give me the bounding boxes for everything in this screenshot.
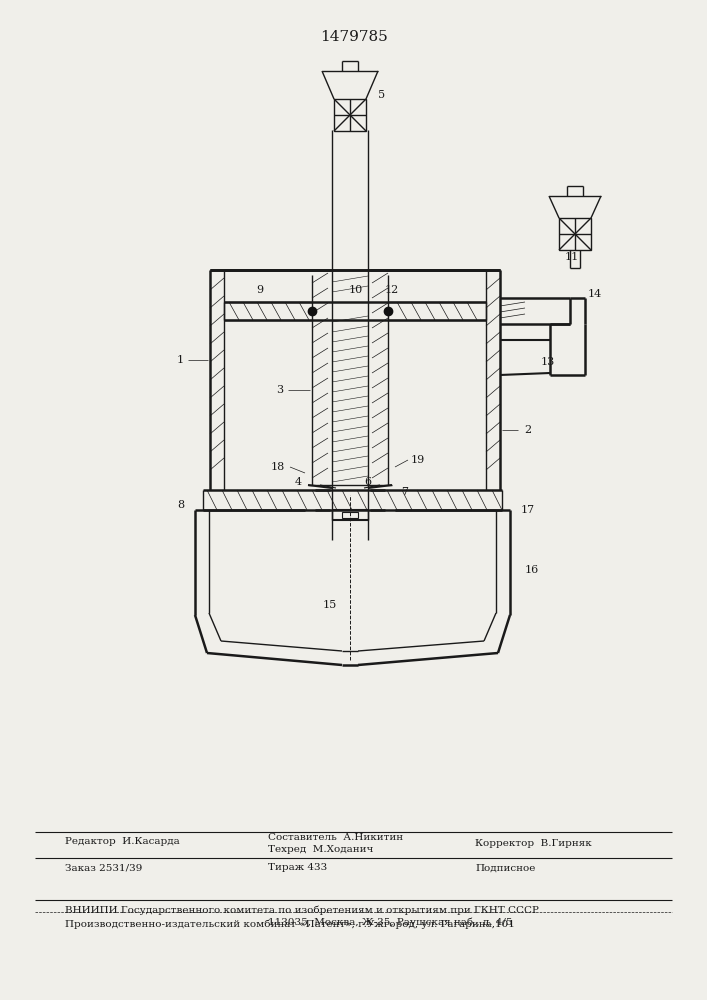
Text: Корректор  В.Гирняк: Корректор В.Гирняк <box>475 840 592 848</box>
Text: 113035, Москва, Ж-35, Раушская наб., д. 4/5: 113035, Москва, Ж-35, Раушская наб., д. … <box>268 917 513 927</box>
Text: 3: 3 <box>276 385 284 395</box>
Text: 12: 12 <box>385 285 399 295</box>
Text: 16: 16 <box>525 565 539 575</box>
Text: 6: 6 <box>364 477 372 487</box>
Text: Редактор  И.Касарда: Редактор И.Касарда <box>65 838 180 846</box>
Text: Тираж 433: Тираж 433 <box>268 863 327 872</box>
Text: 1479785: 1479785 <box>320 30 388 44</box>
Text: Заказ 2531/39: Заказ 2531/39 <box>65 863 142 872</box>
Text: 14: 14 <box>588 289 602 299</box>
Text: 7: 7 <box>402 487 409 497</box>
Text: 15: 15 <box>323 600 337 610</box>
Text: 19: 19 <box>411 455 425 465</box>
Bar <box>559 218 591 250</box>
Text: 2: 2 <box>525 425 532 435</box>
Text: 1: 1 <box>177 355 184 365</box>
Bar <box>342 512 358 518</box>
Text: 17: 17 <box>521 505 535 515</box>
Text: 18: 18 <box>271 462 285 472</box>
Text: 13: 13 <box>541 357 555 367</box>
Text: 9: 9 <box>257 285 264 295</box>
Text: 10: 10 <box>349 285 363 295</box>
Text: Производственно-издательский комбинат «Патент», г.Ужгород, ул. Гагарина,101: Производственно-издательский комбинат «П… <box>65 919 515 929</box>
Text: ВНИИПИ Государственного комитета по изобретениям и открытиям при ГКНТ СССР: ВНИИПИ Государственного комитета по изоб… <box>65 905 539 915</box>
Text: 5: 5 <box>378 90 385 100</box>
Text: Подписное: Подписное <box>475 863 535 872</box>
Text: Составитель  А.Никитин: Составитель А.Никитин <box>268 832 403 842</box>
Bar <box>334 99 366 131</box>
Text: 11: 11 <box>565 252 579 262</box>
Text: 8: 8 <box>177 500 185 510</box>
Text: Техред  М.Ходанич: Техред М.Ходанич <box>268 846 373 854</box>
Text: 4: 4 <box>294 477 302 487</box>
